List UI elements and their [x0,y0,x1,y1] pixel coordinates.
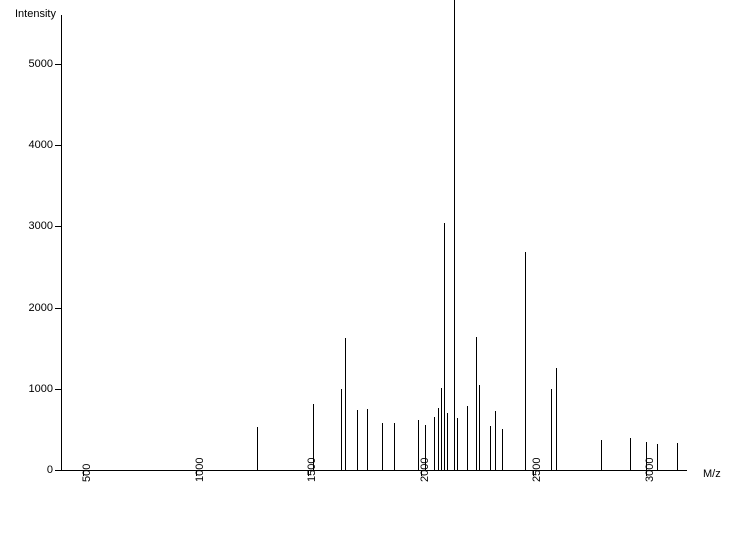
spectrum-peak [257,427,258,470]
y-tick-mark [55,470,61,471]
spectrum-peak [345,338,346,470]
y-tick-label: 2000 [29,302,53,314]
spectrum-peak [425,425,426,471]
spectrum-peak [434,417,435,470]
plot-area [61,15,687,471]
spectrum-peak [677,443,678,470]
spectrum-peak [601,440,602,470]
y-tick-mark [55,64,61,65]
spectrum-peak [479,385,480,470]
spectrum-peak [646,442,647,470]
spectrum-peak [551,389,552,470]
spectrum-peak [657,444,658,470]
spectrum-peak [313,404,314,470]
spectrum-peak [418,420,419,470]
spectrum-peak [454,0,455,470]
spectrum-peak [444,223,445,470]
x-axis-label: M/z [703,468,721,480]
spectrum-peak [630,438,631,470]
spectrum-peak [382,423,383,470]
spectrum-peak [341,389,342,470]
y-tick-mark [55,145,61,146]
spectrum-peak [525,252,526,470]
spectrum-peak [357,410,358,470]
spectrum-peak [394,423,395,470]
y-tick-label: 0 [47,464,53,476]
y-tick-label: 5000 [29,58,53,70]
spectrum-peak [476,337,477,470]
spectrum-peak [556,368,557,470]
y-tick-label: 1000 [29,383,53,395]
spectrum-peak [447,413,448,470]
spectrum-peak [438,408,439,470]
spectrum-peak [457,418,458,470]
spectrum-peak [502,429,503,470]
spectrum-peak [441,388,442,470]
spectrum-peak [490,426,491,470]
y-tick-label: 3000 [29,220,53,232]
spectrum-peak [495,411,496,470]
y-tick-mark [55,308,61,309]
mass-spectrum-chart: Intensity M/z 01000200030004000500050010… [0,0,750,540]
spectrum-peak [367,409,368,470]
y-tick-mark [55,389,61,390]
y-tick-mark [55,226,61,227]
spectrum-peak [467,406,468,470]
y-tick-label: 4000 [29,139,53,151]
y-axis-label: Intensity [15,8,56,20]
